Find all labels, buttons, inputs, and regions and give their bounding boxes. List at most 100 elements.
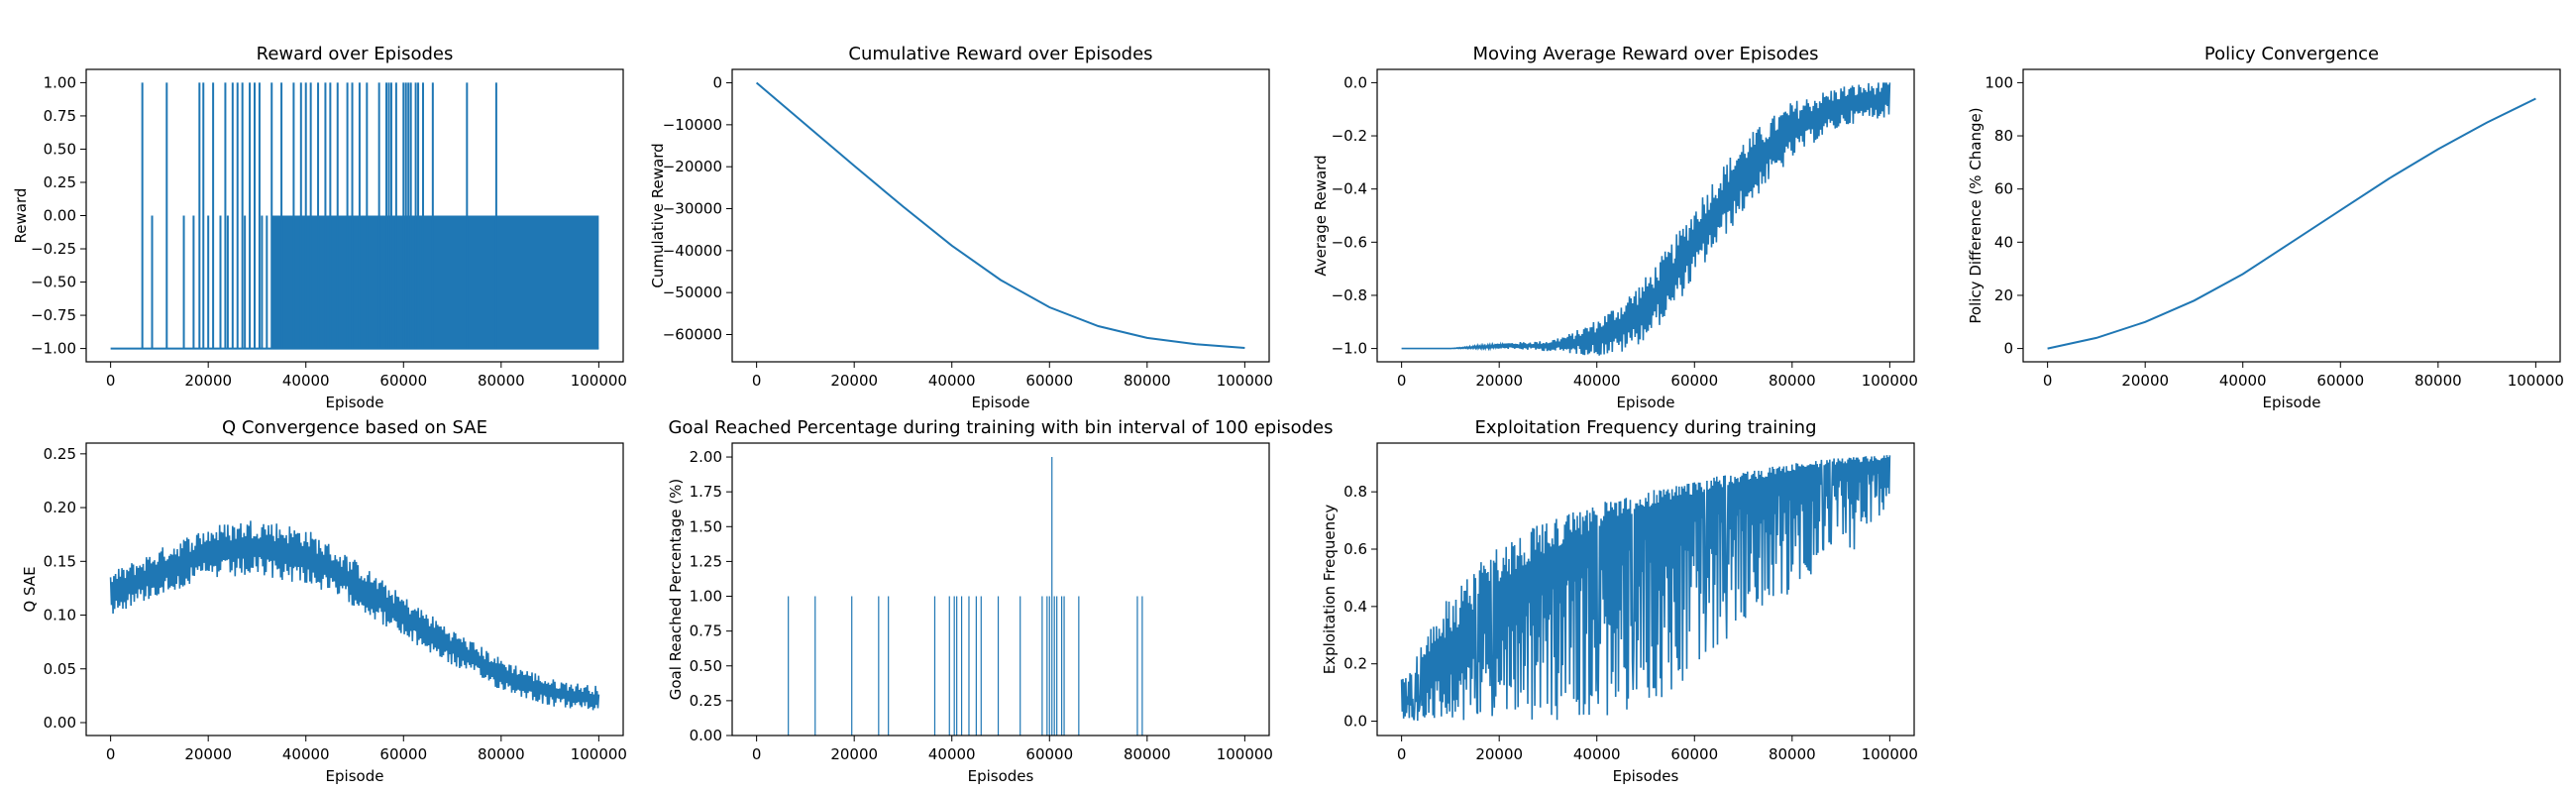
y-tick-label: −40000 [663,242,722,260]
x-tick-label: 100000 [2508,372,2564,390]
x-tick-label: 60000 [379,372,427,390]
chart-reward: 0 20000 40000 60000 80000 100000 −1.00 −0.75 −0.… [12,44,627,411]
series-line [1401,82,1891,356]
y-tick-label: 0.50 [690,657,722,675]
axes-frame [1376,68,1915,363]
chart-title: Policy Convergence [2204,44,2379,64]
y-tick-label: 0.00 [690,727,722,744]
y-tick-label: 0.75 [690,623,722,640]
y-tick-label: −20000 [663,158,722,175]
x-tick-label: 80000 [1124,372,1171,390]
y-tick-label: 0.10 [44,607,76,624]
y-tick-label: 0 [2003,340,2013,358]
axes-frame [731,68,1270,363]
x-tick-label: 0 [1397,745,1407,763]
chart-q-convergence: 0 20000 40000 60000 80000 100000 0.00 0.05 0.10 0… [21,417,627,785]
y-axis-label: Goal Reached Percentage (%) [667,479,685,700]
x-tick-label: 20000 [1475,745,1523,763]
x-tick-label: 100000 [1862,372,1918,390]
y-tick-label: −1.0 [1332,340,1367,358]
x-tick-label: 40000 [282,745,330,763]
plot-area [755,81,1245,349]
y-tick-label: 0.25 [690,692,722,710]
x-tick-label: 20000 [830,372,878,390]
x-tick-label: 20000 [830,745,878,763]
x-tick-label: 0 [106,372,116,390]
y-tick-label: 2.00 [690,448,722,466]
x-tick-label: 100000 [571,372,627,390]
series-band [271,215,599,349]
plot-area [110,82,599,350]
x-axis-label: Episode [326,767,384,785]
y-tick-label: −30000 [663,200,722,218]
x-tick-label: 20000 [184,372,232,390]
x-tick-label: 40000 [282,372,330,390]
y-tick-label: −60000 [663,325,722,343]
x-tick-label: 100000 [1217,745,1273,763]
y-tick-label: 0.75 [44,107,76,125]
x-tick-label: 40000 [2219,372,2267,390]
x-axis-label: Episodes [968,767,1034,785]
y-axis-label: Exploitation Frequency [1321,505,1339,675]
y-tick-label: 1.75 [690,483,722,501]
chart-title: Exploitation Frequency during training [1475,417,1817,438]
x-tick-label: 40000 [928,372,976,390]
x-tick-label: 100000 [1217,372,1273,390]
chart-goal-reached: 0 20000 40000 60000 80000 100000 0.00 0.25 0.50 0… [667,417,1334,785]
y-tick-label: 0.0 [1343,73,1367,91]
y-tick-label: −1.00 [31,340,76,358]
y-tick-label: −0.4 [1332,180,1367,198]
chart-policy: 0 20000 40000 60000 80000 100000020406080100P… [1967,44,2564,411]
series-line [1400,455,1891,722]
x-tick-label: 0 [752,745,762,763]
y-axis-label: Reward [12,188,30,244]
y-tick-label: 60 [1994,180,2013,198]
y-tick-label: 1.00 [690,588,722,606]
y-tick-label: 80 [1994,127,2013,145]
x-axis-label: Episode [972,394,1030,411]
plot-area [2047,97,2536,350]
y-tick-label: 0.00 [44,714,76,732]
axes-frame [731,442,1270,736]
chart-exploitation: 0 20000 40000 60000 80000 100000 0.0 0.2 0.4 0.6 0… [1321,417,1918,785]
y-tick-label: −0.6 [1332,233,1367,251]
y-axis-label: Q SAE [21,566,39,612]
x-tick-label: 80000 [2415,372,2462,390]
x-tick-label: 20000 [2121,372,2169,390]
series-line [2047,97,2536,350]
plot-area [788,457,1143,736]
x-axis-label: Episodes [1613,767,1679,785]
x-tick-label: 80000 [1124,745,1171,763]
y-tick-label: −0.8 [1332,286,1367,304]
x-tick-label: 60000 [1025,372,1073,390]
y-tick-label: 0.05 [44,660,76,678]
y-tick-label: −10000 [663,116,722,134]
y-tick-label: −0.25 [31,240,76,258]
axes-frame [1376,442,1915,736]
plot-area [1400,455,1891,722]
chart-title: Cumulative Reward over Episodes [848,44,1152,64]
chart-moving-average: 0 20000 40000 60000 80000 100000 −1.0 −0.8 −0.6 −… [1312,44,1918,411]
x-tick-label: 80000 [478,745,525,763]
y-tick-label: 100 [1985,73,2013,91]
y-tick-label: 0.0 [1343,713,1367,731]
axes-frame [85,442,624,736]
x-tick-label: 60000 [1670,745,1718,763]
x-tick-label: 100000 [1862,745,1918,763]
x-tick-label: 80000 [1769,745,1816,763]
x-tick-label: 80000 [1769,372,1816,390]
x-tick-label: 0 [2043,372,2053,390]
axes-frame [2022,68,2561,363]
x-tick-label: 60000 [1025,745,1073,763]
chart-title: Q Convergence based on SAE [222,417,487,438]
x-tick-label: 20000 [184,745,232,763]
x-tick-label: 100000 [571,745,627,763]
y-tick-label: 0.6 [1343,540,1367,558]
y-tick-label: 40 [1994,233,2013,251]
y-tick-label: −0.2 [1332,127,1367,145]
y-tick-label: 0.25 [44,445,76,463]
y-tick-label: −0.75 [31,306,76,324]
x-tick-label: 60000 [379,745,427,763]
y-tick-label: 0.50 [44,140,76,158]
chart-cumulative: 0 20000 40000 60000 80000 100000 −60000 −50000 −… [649,44,1273,411]
